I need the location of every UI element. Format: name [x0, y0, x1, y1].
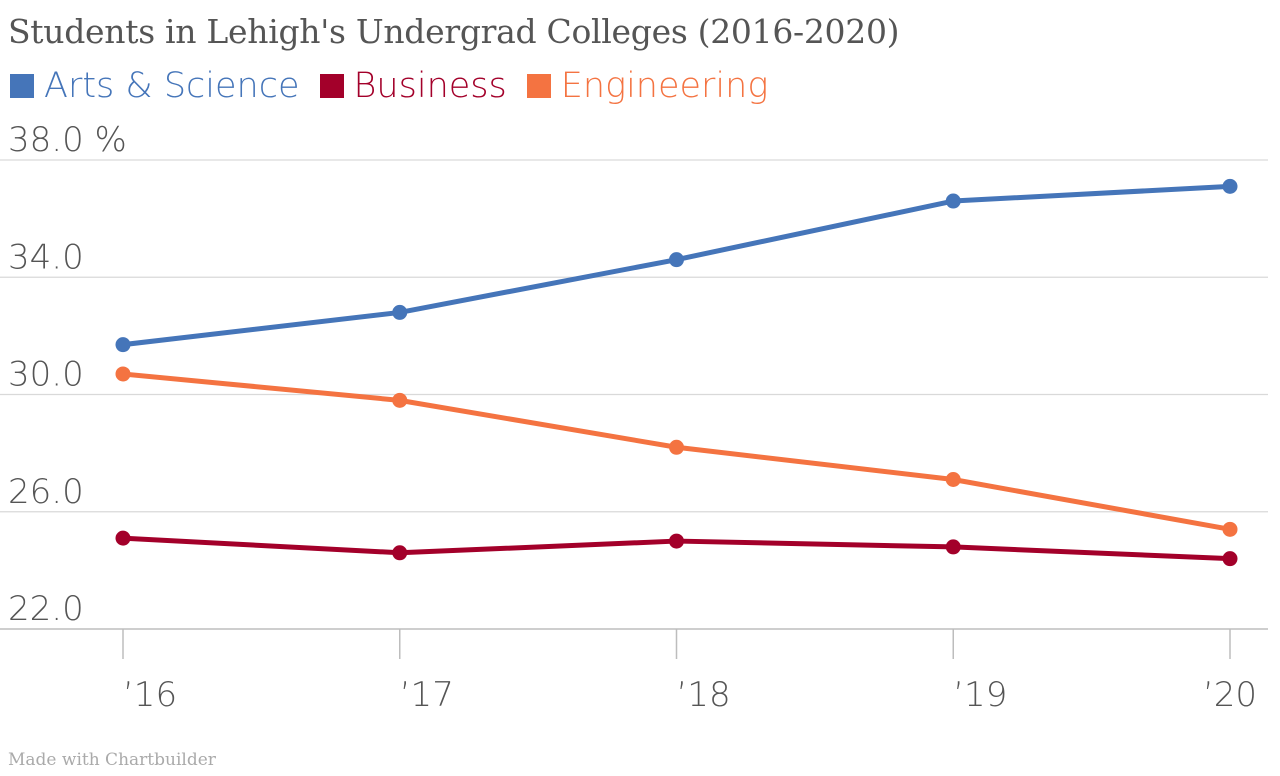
data-point-arts-science — [1222, 178, 1238, 194]
y-tick-label: 30.0 — [8, 355, 84, 395]
series-arts-science — [115, 178, 1238, 353]
data-point-arts-science — [945, 193, 961, 209]
data-point-engineering — [1222, 521, 1238, 537]
credit-text: Made with Chartbuilder — [8, 750, 216, 770]
legend-swatch-business — [319, 74, 344, 98]
data-point-arts-science — [115, 337, 131, 353]
legend-item-arts-science: Arts & Science — [10, 66, 300, 106]
data-point-engineering — [392, 392, 408, 408]
x-tick-label: ’18 — [677, 675, 731, 715]
legend-label-business: Business — [353, 66, 507, 106]
x-tick-label: ’17 — [400, 675, 454, 715]
data-point-business — [392, 545, 408, 561]
chart-title: Students in Lehigh's Undergrad Colleges … — [8, 12, 900, 51]
data-point-engineering — [115, 366, 131, 382]
y-tick-label: 34.0 — [8, 237, 84, 277]
legend-item-business: Business — [319, 66, 507, 106]
y-tick-label: 22.0 — [8, 589, 84, 629]
data-point-arts-science — [669, 252, 684, 268]
data-point-business — [669, 533, 684, 549]
y-tick-label: 38.0 % — [8, 120, 127, 160]
data-point-business — [945, 539, 961, 555]
y-axis-tick-labels: 38.0 % 34.0 30.0 26.0 22.0 — [8, 120, 127, 629]
series-engineering — [115, 366, 1238, 537]
data-point-business — [1222, 551, 1238, 567]
data-point-business — [115, 530, 131, 546]
x-tick-label: ’19 — [953, 675, 1007, 715]
y-tick-label: 26.0 — [8, 472, 84, 512]
legend-swatch-arts-science — [10, 74, 34, 98]
x-tick-label: ’20 — [1203, 675, 1257, 715]
x-axis-tick-labels: ’16 ’17 ’18 ’19 ’20 — [123, 675, 1257, 715]
x-tick-label: ’16 — [123, 675, 177, 715]
data-point-engineering — [669, 439, 684, 455]
legend-label-engineering: Engineering — [560, 66, 769, 106]
legend-item-engineering: Engineering — [526, 66, 769, 106]
series-business — [115, 530, 1238, 567]
legend: Arts & Science Business Engineering — [10, 66, 788, 106]
legend-swatch-engineering — [526, 74, 551, 98]
data-point-engineering — [945, 472, 961, 488]
data-point-arts-science — [392, 304, 408, 320]
series-lines — [115, 178, 1238, 567]
gridlines — [0, 159, 1268, 659]
legend-label-arts-science: Arts & Science — [44, 66, 300, 106]
